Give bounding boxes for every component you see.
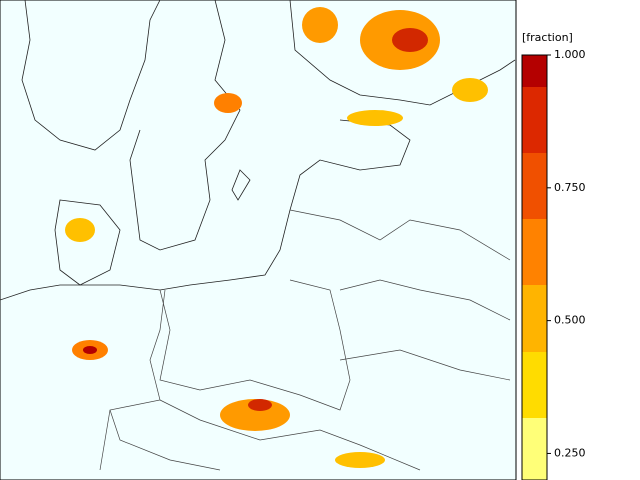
border-alps [109,409,221,471]
field-finland-core [392,28,428,52]
field-slovakia [335,452,385,468]
tick-label: 0.250 [554,446,586,459]
color-level [522,87,547,153]
border-germany-west [99,289,166,471]
field-east [452,78,488,102]
sweden-coast [129,0,241,251]
color-level [522,418,547,480]
color-level [522,55,547,87]
gotland [231,169,251,201]
baltic-coast [119,119,411,291]
tick-label: 1.000 [554,48,586,61]
denmark-coast [54,199,121,286]
border-central-europe [159,399,421,471]
colorbar [521,54,548,480]
field-czech-core [248,399,272,411]
border-baltic-states [289,209,511,261]
field-germany-core [83,346,97,354]
field-denmark [65,218,95,242]
tick-label: 0.750 [554,181,586,194]
north-sea-coast [0,284,120,301]
color-level [522,153,547,219]
borders [99,209,511,471]
color-level [522,352,547,418]
border-ukraine [339,349,511,381]
finland-coast [289,0,516,106]
color-level [522,285,547,352]
colorbar-frame [521,54,548,480]
field-gulf [347,110,403,126]
field-north [302,7,338,43]
field-czech [220,399,290,431]
color-level [522,219,547,285]
fraction-fields [65,7,488,468]
tick-label: 0.500 [554,314,586,327]
field-sweden [214,93,242,113]
norway-coast [21,0,161,151]
border-poland [159,279,351,411]
coastlines [0,0,516,301]
border-belarus [339,279,511,321]
colorbar-title: [fraction] [522,31,573,44]
